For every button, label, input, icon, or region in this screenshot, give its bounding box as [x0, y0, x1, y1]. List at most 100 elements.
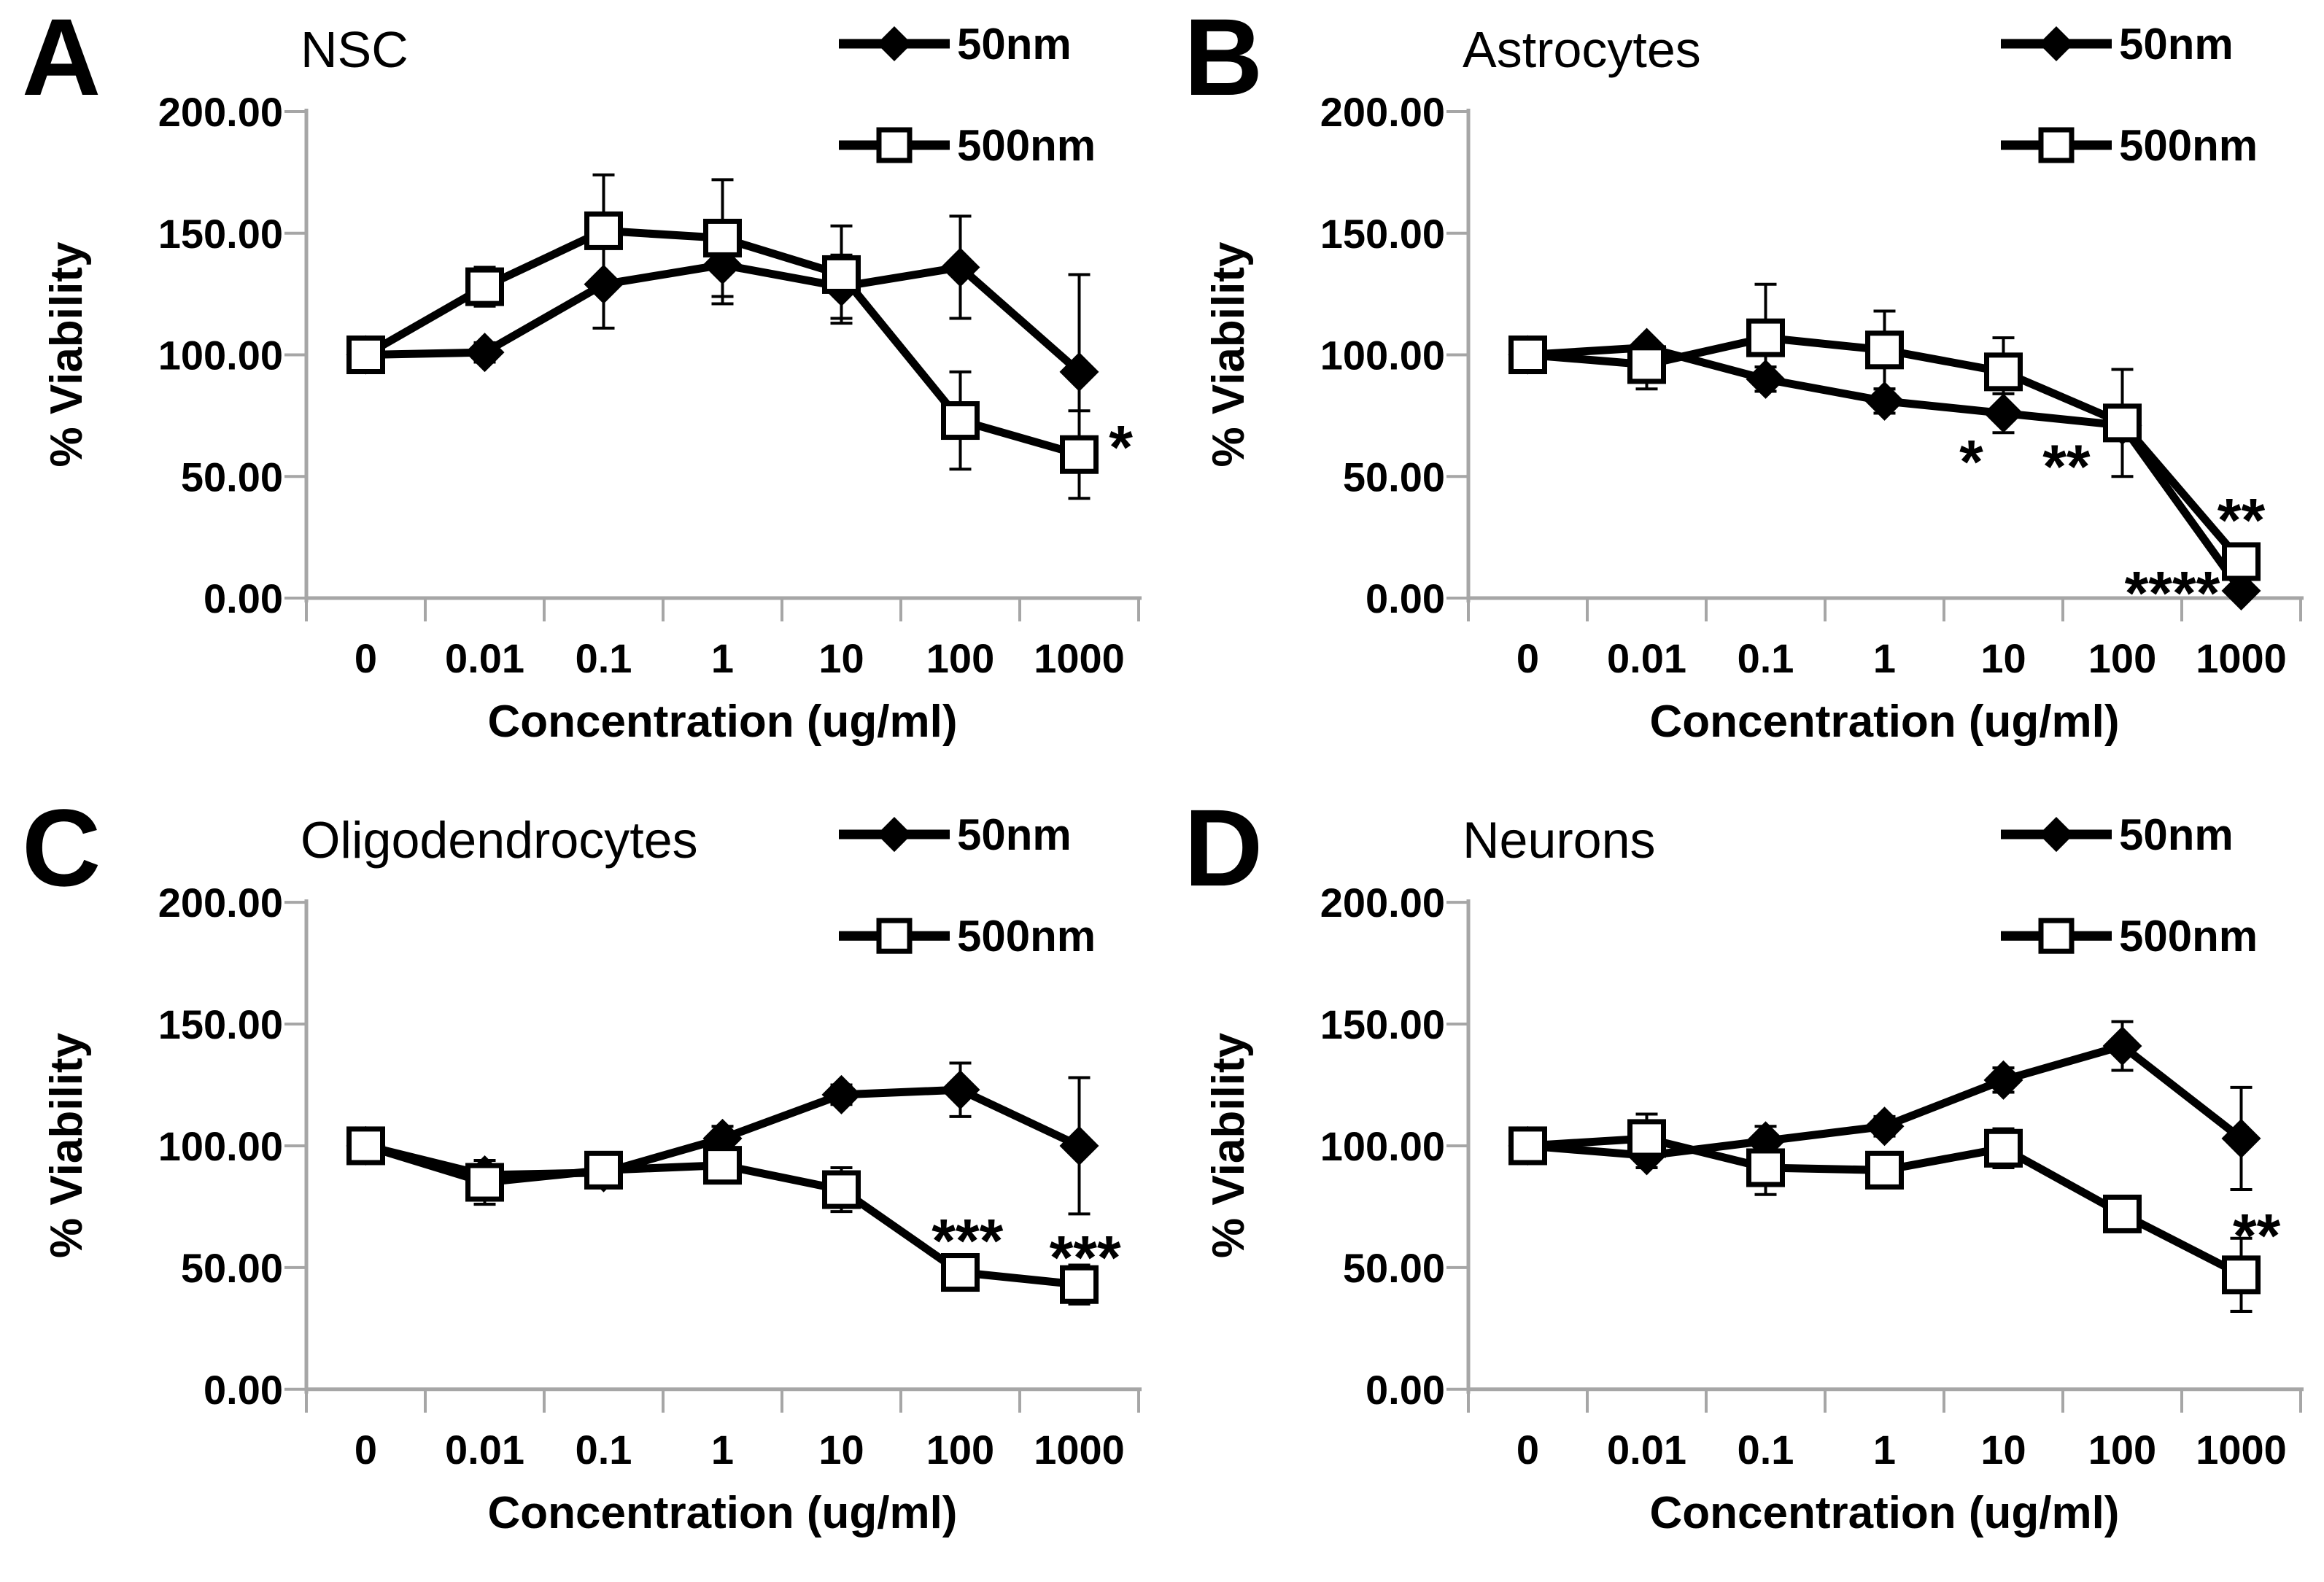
legend-label: 50nm [957, 810, 1072, 859]
marker-square [822, 255, 861, 294]
marker-square [1508, 336, 1547, 374]
x-axis-title: Concentration (ug/ml) [1650, 1488, 2120, 1538]
marker-square [703, 218, 742, 257]
x-tick-label: 1000 [1034, 1427, 1125, 1473]
panel-d: D Neurons 200.00 150.00 100.00 50.00 0.00 0 0.01… [1162, 791, 2324, 1582]
panel-d-chart: D Neurons 200.00 150.00 100.00 50.00 0.00 0 0.01… [1184, 791, 2304, 1538]
legend-label: 500nm [2119, 121, 2258, 170]
x-tick-label: 0.1 [576, 635, 632, 681]
x-tick-label: 0 [355, 635, 377, 681]
marker-diamond [1864, 1106, 1905, 1147]
y-tick-label: 200.00 [1320, 880, 1445, 926]
y-tick-label: 200.00 [158, 880, 283, 926]
legend-label: 50nm [957, 20, 1072, 69]
marker-square [1984, 1128, 2023, 1168]
x-tick-label: 0.01 [445, 635, 524, 681]
marker-square [2222, 542, 2261, 581]
y-tick-label: 100.00 [1320, 333, 1445, 379]
x-tick-label: 1 [1873, 1427, 1896, 1473]
marker-square [1627, 1119, 1666, 1158]
marker-square [941, 401, 980, 441]
y-tick-label: 50.00 [1343, 454, 1445, 500]
significance-marker: * [1959, 427, 1983, 496]
marker-square [465, 267, 504, 306]
legend-square-icon [876, 918, 913, 954]
y-tick-label: 0.00 [204, 575, 283, 621]
marker-square [822, 1170, 861, 1209]
marker-square [1060, 1265, 1099, 1304]
x-tick-label: 0.1 [1738, 1427, 1794, 1473]
y-axis-title: % Viability [1204, 241, 1254, 467]
marker-diamond [2221, 570, 2261, 610]
x-tick-label: 10 [818, 1427, 864, 1473]
y-tick-label: 100.00 [158, 1123, 283, 1169]
x-tick-label: 100 [926, 635, 994, 681]
x-axis-title: Concentration (ug/ml) [1649, 697, 2119, 747]
legend-diamond-icon [877, 817, 912, 853]
y-tick-label: 0.00 [1366, 575, 1445, 621]
legend-label: 50nm [2119, 810, 2234, 859]
legend-label: 500nm [957, 121, 1096, 170]
marker-square [2103, 1194, 2142, 1233]
marker-square [1746, 318, 1785, 357]
panel-c: C Oligodendrocytes 200.00 150.00 100.00 50.00… [0, 791, 1162, 1582]
marker-diamond [940, 1070, 980, 1110]
marker-square [1984, 352, 2023, 392]
x-tick-label: 0.01 [1607, 635, 1686, 681]
marker-diamond [2102, 1026, 2142, 1066]
panel-c-chart: C Oligodendrocytes200.00150.00100.0050.00… [22, 791, 1142, 1538]
legend-square-icon [2038, 127, 2075, 163]
marker-diamond [940, 247, 980, 287]
legend-diamond-icon [2039, 26, 2074, 61]
y-tick-label: 50.00 [1343, 1245, 1445, 1291]
y-axis-title: % Viability [42, 241, 92, 467]
y-tick-label: 0.00 [204, 1367, 283, 1413]
marker-diamond [1983, 1060, 2023, 1100]
y-tick-label: 50.00 [181, 1245, 283, 1291]
y-tick-label: 100.00 [158, 333, 283, 379]
marker-square [1627, 345, 1666, 384]
x-tick-label: 10 [818, 635, 864, 681]
legend-label: 500nm [957, 912, 1096, 961]
x-tick-label: 100 [2088, 635, 2156, 681]
y-tick-label: 100.00 [1320, 1123, 1445, 1169]
y-tick-label: 150.00 [158, 1001, 283, 1047]
x-tick-label: 1000 [2196, 1427, 2287, 1473]
panel-b-chart: B Astrocytes 200.00 150.00 100.00 50.00 0.00 0 0… [1184, 0, 2304, 747]
panel-a-chart: A NSC 200.00 150.00 100.00 50.00 0.00 0 0.01 0.1 1… [22, 0, 1142, 747]
x-tick-label: 0 [355, 1427, 377, 1473]
x-tick-label: 0.1 [576, 1427, 632, 1473]
significance-marker: ** [2218, 486, 2266, 554]
marker-square [1865, 330, 1904, 370]
panel-letter: C [22, 791, 101, 909]
marker-square [465, 1163, 504, 1202]
marker-diamond [1059, 352, 1099, 392]
legend-square-icon [876, 127, 913, 163]
marker-diamond [1983, 393, 2023, 433]
legend-square-icon [2038, 918, 2075, 954]
x-tick-label: 10 [1980, 1427, 2026, 1473]
x-tick-label: 1 [711, 1427, 734, 1473]
panel-letter: B [1184, 0, 1263, 118]
significance-marker: * [1109, 413, 1133, 481]
significance-marker: *** [931, 1206, 1003, 1275]
y-tick-label: 50.00 [181, 454, 283, 500]
y-tick-label: 0.00 [1366, 1367, 1445, 1413]
x-tick-label: 0.01 [1607, 1427, 1686, 1473]
panel-title: Astrocytes [1463, 21, 1701, 78]
y-tick-label: 150.00 [1320, 211, 1445, 257]
x-tick-label: 0 [1517, 635, 1539, 681]
marker-square [1865, 1150, 1904, 1190]
x-tick-label: 1 [1873, 635, 1896, 681]
panel-title: Oligodendrocytes [301, 812, 698, 869]
x-tick-label: 1000 [1034, 635, 1125, 681]
significance-marker: **** [2125, 559, 2220, 627]
marker-square [346, 336, 385, 374]
x-tick-label: 0.01 [445, 1427, 524, 1473]
significance-marker: *** [1050, 1223, 1121, 1292]
marker-square [1508, 1126, 1547, 1166]
marker-diamond [1864, 381, 1905, 421]
marker-square [584, 1150, 623, 1190]
legend-label: 50nm [2119, 20, 2234, 69]
